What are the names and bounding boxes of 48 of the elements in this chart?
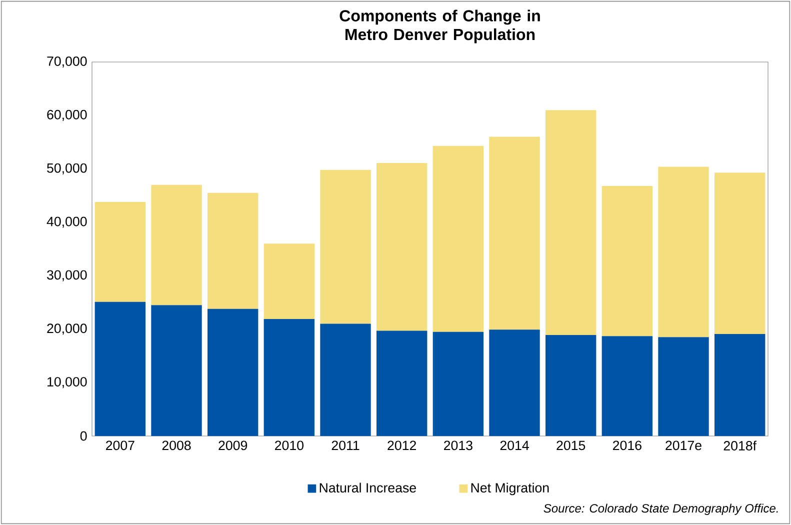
x-tick-label: 2009: [218, 440, 248, 450]
x-tick-label: 2014: [500, 440, 529, 450]
bar: [94, 302, 146, 436]
y-tick-label: 10,000: [48, 377, 87, 388]
bar: [545, 335, 596, 436]
x-tick-label: 2017e: [666, 440, 702, 450]
bar: [151, 184, 202, 306]
y-tick-label: 70,000: [47, 56, 87, 68]
bar: [207, 192, 258, 309]
bar: [376, 162, 428, 331]
chart-title: Components of Change in Metro Denver Population: [340, 10, 540, 44]
text: Source: Colorado State Demography Office.: [544, 504, 778, 515]
bar: [432, 332, 484, 436]
y-tick-label: 60,000: [47, 110, 87, 121]
bar: [658, 337, 709, 436]
y-tick-label: 20,000: [47, 324, 87, 335]
bar: [151, 305, 202, 436]
x-tick-label: 2010: [275, 440, 304, 450]
bar: [658, 166, 709, 338]
x-tick-label: 2018f: [724, 440, 757, 450]
x-tick-label: 2011: [332, 440, 360, 450]
bar: [714, 172, 766, 334]
bar: [94, 202, 146, 302]
bar: [602, 336, 653, 436]
bar: [264, 318, 315, 436]
legend-label: Net Migration: [471, 482, 549, 496]
y-tick-label: 40,000: [46, 216, 87, 228]
x-tick-label: 2015: [556, 440, 586, 450]
bar: [207, 308, 258, 436]
x-tick-label: 2016: [613, 440, 642, 450]
bar: [432, 146, 484, 332]
y-tick-label: 0: [80, 431, 87, 441]
legend-label: Natural Increase: [320, 482, 416, 493]
bar: [602, 186, 653, 336]
bar: [545, 110, 596, 336]
bar: [320, 324, 371, 436]
y-tick-label: 50,000: [47, 163, 87, 174]
x-tick-label: 2013: [444, 440, 472, 450]
bar: [376, 330, 428, 436]
bar: [489, 136, 540, 330]
y-tick-label: 30,000: [47, 270, 87, 282]
x-tick-label: 2012: [388, 440, 416, 450]
bar: [489, 330, 540, 436]
x-tick-label: 2007: [106, 440, 134, 450]
bar: [320, 170, 371, 324]
bar: [714, 334, 766, 436]
bar: [264, 244, 315, 319]
x-tick-label: 2008: [162, 440, 191, 450]
